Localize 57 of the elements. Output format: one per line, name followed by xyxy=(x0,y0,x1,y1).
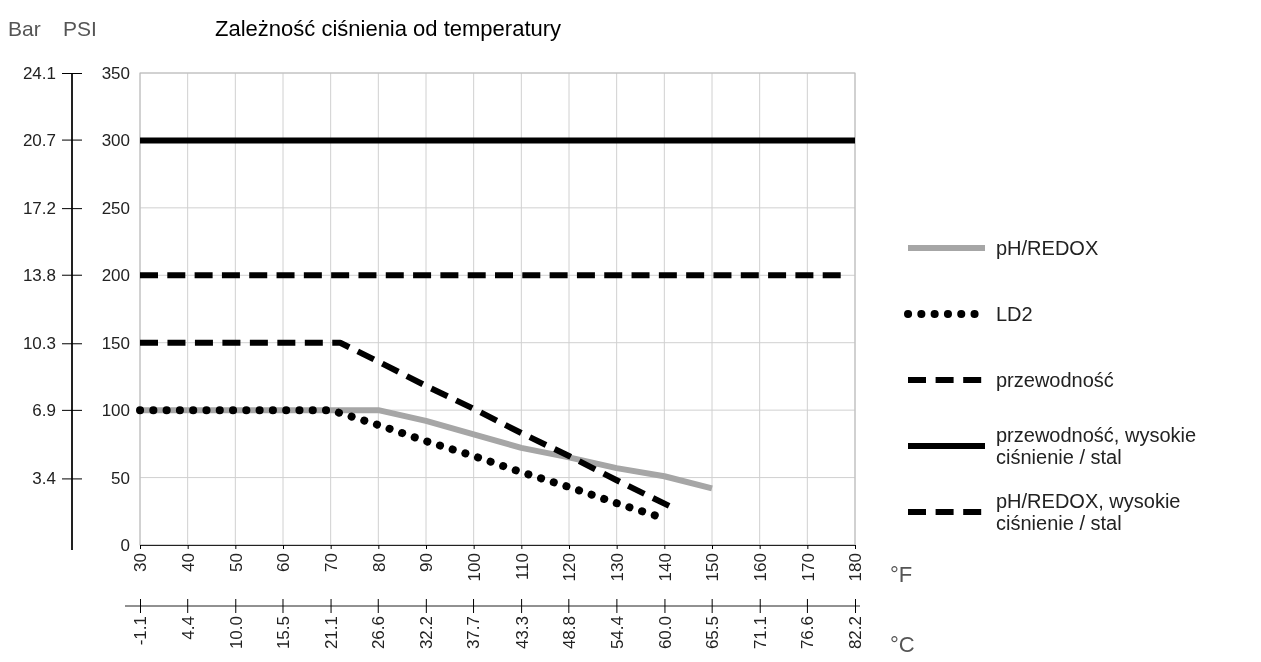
x2-tick-label: -1.1 xyxy=(131,616,151,646)
x2-tick-label: 43.3 xyxy=(512,616,532,650)
x2-tick-label: 26.6 xyxy=(369,616,389,650)
x2-tick-label: 37.7 xyxy=(464,616,484,650)
x2-tick-label: 65.5 xyxy=(703,616,723,650)
x2-tick-label: 76.6 xyxy=(798,616,818,650)
x-tick-label: 90 xyxy=(417,553,437,572)
y-tick-label: 100 xyxy=(101,401,130,421)
x-axis-title: °F xyxy=(890,562,913,587)
legend-label: LD2 xyxy=(996,303,1033,325)
y2-tick-label: 6.9 xyxy=(32,400,56,420)
x-tick-label: 70 xyxy=(322,553,342,572)
y-tick-label: 350 xyxy=(101,63,130,83)
y-tick-label: 150 xyxy=(101,333,130,353)
x2-tick-label: 82.2 xyxy=(846,616,866,650)
x-tick-label: 50 xyxy=(226,553,246,572)
x2-tick-label: 4.4 xyxy=(178,616,198,640)
x-tick-label: 30 xyxy=(131,553,151,572)
x-tick-label: 60 xyxy=(274,553,294,572)
y-tick-label: 0 xyxy=(120,535,130,555)
y-tick-label: 50 xyxy=(111,468,130,488)
chart-title: Zależność ciśnienia od temperatury xyxy=(215,16,562,41)
x2-tick-label: 48.8 xyxy=(559,616,579,650)
y2-tick-label: 13.8 xyxy=(22,265,56,285)
x2-tick-label: 71.1 xyxy=(751,616,771,650)
legend-label: przewodność, wysokie ciśnienie / stal xyxy=(996,424,1197,468)
x2-tick-label: 32.2 xyxy=(417,616,437,650)
x2-tick-label: 60.0 xyxy=(655,616,675,650)
x2-axis-title: °C xyxy=(890,632,915,657)
x-tick-label: 130 xyxy=(608,553,628,582)
y-tick-label: 250 xyxy=(101,198,130,218)
x2-tick-label: 15.5 xyxy=(273,616,293,650)
x-tick-label: 110 xyxy=(512,553,532,581)
x-tick-label: 180 xyxy=(846,553,866,582)
x-tick-label: 100 xyxy=(465,553,485,582)
y2-tick-label: 24.1 xyxy=(22,63,56,83)
y-axis-title: PSI xyxy=(63,17,97,40)
y2-tick-label: 3.4 xyxy=(32,469,56,489)
x-tick-label: 150 xyxy=(703,553,723,582)
x2-tick-label: 10.0 xyxy=(226,616,246,650)
x-tick-label: 80 xyxy=(369,553,389,572)
x-tick-label: 120 xyxy=(560,553,580,582)
x-tick-label: 160 xyxy=(751,553,771,582)
x-tick-label: 140 xyxy=(655,553,675,582)
y-tick-label: 300 xyxy=(101,131,130,151)
y2-tick-label: 10.3 xyxy=(22,334,56,354)
x-tick-label: 40 xyxy=(179,553,199,572)
legend-label: przewodność xyxy=(996,369,1114,391)
x-tick-label: 170 xyxy=(798,553,818,582)
y2-tick-label: 17.2 xyxy=(22,199,56,219)
x2-tick-label: 21.1 xyxy=(322,616,341,650)
y2-tick-label: 20.7 xyxy=(22,130,56,150)
y-tick-label: 200 xyxy=(101,266,130,286)
y2-axis-title: Bar xyxy=(8,17,41,40)
legend-label: pH/REDOX, wysokie ciśnienie / stal xyxy=(996,490,1181,534)
x2-tick-label: 54.4 xyxy=(607,616,627,650)
legend-label: pH/REDOX xyxy=(996,237,1099,259)
